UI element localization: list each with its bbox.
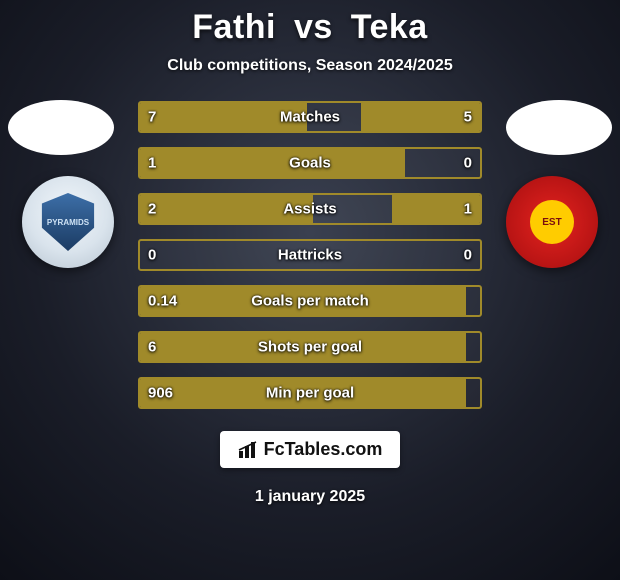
stat-value-right: 1	[464, 201, 472, 218]
stat-value-left: 7	[148, 109, 156, 126]
stat-bar: 2 1 Assists	[138, 193, 482, 225]
stat-label: Hattricks	[278, 247, 342, 264]
team-crest-right: EST	[506, 176, 598, 268]
stat-value-right: 0	[464, 155, 472, 172]
stat-fill-left	[140, 149, 405, 177]
stat-bar: 6 Shots per goal	[138, 331, 482, 363]
stat-value-left: 906	[148, 385, 173, 402]
chart-icon	[238, 441, 258, 459]
silhouette-icon	[506, 100, 612, 155]
stat-bar: 0 0 Hattricks	[138, 239, 482, 271]
stat-label: Shots per goal	[258, 339, 362, 356]
stat-label: Matches	[280, 109, 340, 126]
stat-value-left: 0.14	[148, 293, 177, 310]
stat-bar: 906 Min per goal	[138, 377, 482, 409]
stat-label: Goals per match	[251, 293, 369, 310]
shield-icon: PYRAMIDS	[39, 193, 97, 251]
stat-value-left: 2	[148, 201, 156, 218]
date-label: 1 january 2025	[255, 488, 365, 506]
stat-bar: 7 5 Matches	[138, 101, 482, 133]
brand-badge[interactable]: FcTables.com	[220, 431, 401, 468]
crest-icon: EST	[530, 200, 574, 244]
subtitle: Club competitions, Season 2024/2025	[167, 57, 452, 75]
brand-label: FcTables.com	[264, 439, 383, 460]
stat-label: Min per goal	[266, 385, 354, 402]
team-crest-left: PYRAMIDS	[22, 176, 114, 268]
title-player-2: Teka	[351, 8, 428, 46]
stat-value-left: 0	[148, 247, 156, 264]
stat-value-left: 6	[148, 339, 156, 356]
stat-label: Assists	[283, 201, 336, 218]
player-photo-right	[504, 100, 614, 170]
title-player-1: Fathi	[192, 8, 276, 46]
silhouette-icon	[8, 100, 114, 155]
content-root: Fathi vs Teka Club competitions, Season …	[0, 0, 620, 580]
stats-bars: 7 5 Matches 1 0 Goals 2 1 Assists 0 0 Hattricks 0.14…	[138, 101, 482, 409]
stat-bar: 1 0 Goals	[138, 147, 482, 179]
title-vs: vs	[294, 8, 333, 46]
stat-fill-right	[361, 103, 480, 131]
page-title: Fathi vs Teka	[192, 8, 427, 47]
stat-label: Goals	[289, 155, 331, 172]
player-photo-left	[6, 100, 116, 170]
stat-value-left: 1	[148, 155, 156, 172]
stat-value-right: 5	[464, 109, 472, 126]
stat-bar: 0.14 Goals per match	[138, 285, 482, 317]
stat-value-right: 0	[464, 247, 472, 264]
